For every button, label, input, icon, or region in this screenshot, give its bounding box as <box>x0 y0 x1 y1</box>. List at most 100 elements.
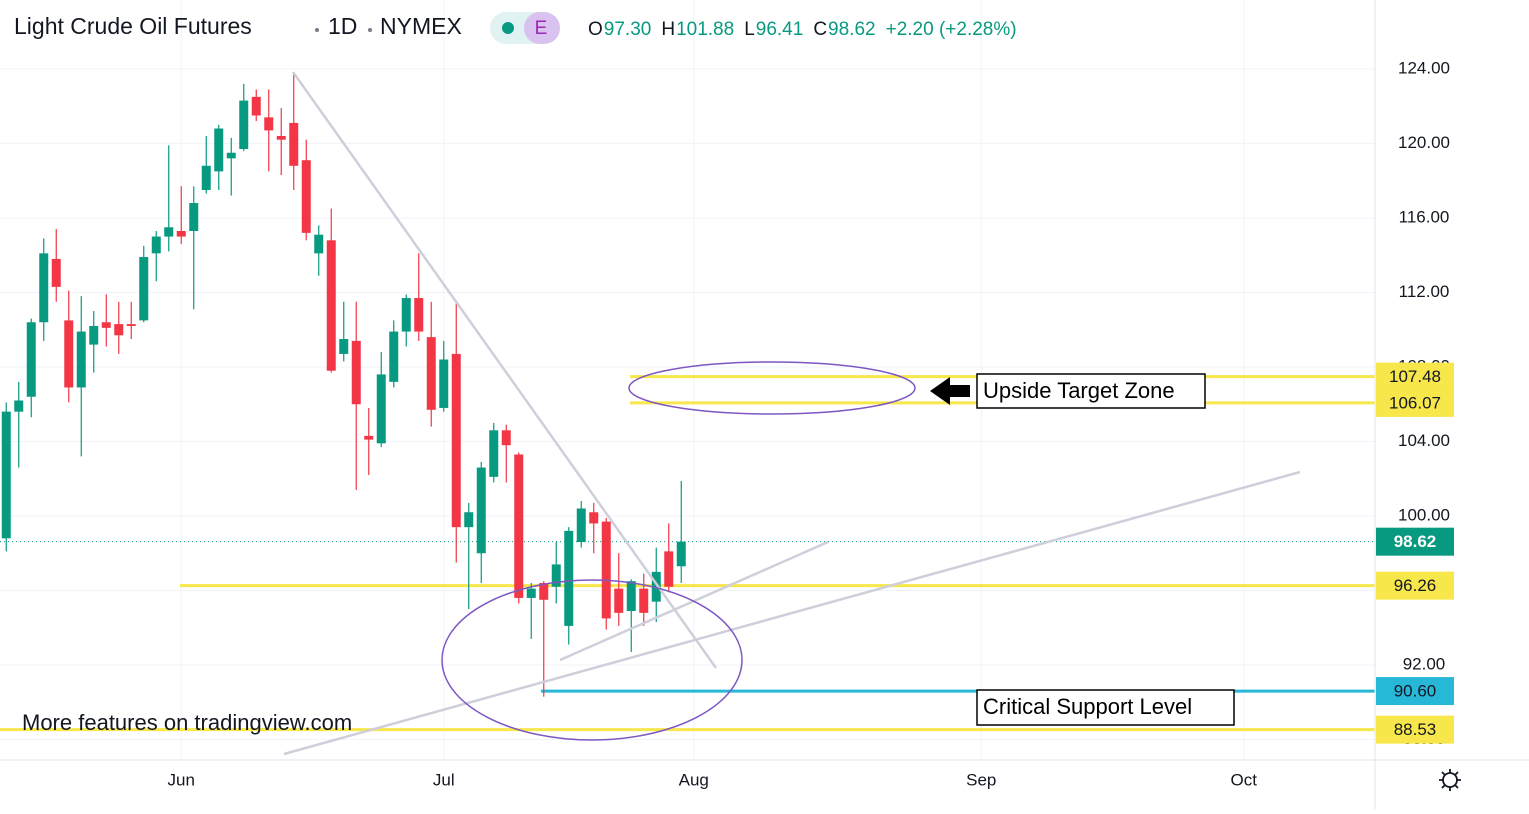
settings-icon[interactable] <box>1439 769 1461 791</box>
x-tick-label: Jun <box>168 770 195 789</box>
candle-body <box>364 435 374 440</box>
candle-body <box>664 551 674 587</box>
candle-body <box>139 257 149 321</box>
candle-body <box>614 588 624 613</box>
trend-line <box>291 71 718 669</box>
x-tick-label: Oct <box>1231 770 1258 789</box>
candle-body <box>201 165 211 190</box>
badge-bg <box>524 12 560 44</box>
candle-body <box>89 325 99 345</box>
candle-body <box>539 583 549 600</box>
candle-body <box>101 322 111 328</box>
exchange: NYMEX <box>380 13 462 39</box>
candle-body <box>14 400 24 412</box>
header: Light Crude Oil Futures 1D NYMEX E O 97.3… <box>14 12 1017 44</box>
ohlc-values: O 97.30 H 101.88 L 96.41 C 98.62 +2.20 (+2.28%) <box>588 19 1017 40</box>
ohlc-key: H <box>661 19 675 40</box>
y-tick-label: 92.00 <box>1403 654 1446 673</box>
candle-body <box>426 337 436 410</box>
y-tick-label: 124.00 <box>1398 58 1450 77</box>
level-label-bg <box>1376 362 1454 391</box>
level-label: 90.60 <box>1394 682 1437 701</box>
candle-body <box>476 467 486 554</box>
candle-body <box>301 160 311 233</box>
price-axis: 88.0092.0096.00100.00104.00108.00112.001… <box>1374 0 1454 809</box>
candle-body <box>439 359 449 408</box>
candle-body <box>1 411 11 539</box>
support-ellipse <box>441 579 743 741</box>
candle-body <box>626 581 636 611</box>
y-tick-label: 112.00 <box>1399 282 1450 301</box>
level-label: 107.48 <box>1389 367 1441 386</box>
candle-body <box>676 541 686 567</box>
ohlc-value: 97.30 <box>604 19 652 40</box>
candle-body <box>264 117 274 131</box>
trend-line <box>283 470 1301 756</box>
market-status-dot <box>502 22 514 34</box>
change: +2.20 (+2.28%) <box>886 19 1017 40</box>
candle-body <box>189 203 199 231</box>
x-tick-label: Sep <box>966 770 996 789</box>
candle-body <box>601 521 611 619</box>
level-label-bg <box>1376 571 1454 600</box>
ohlc-key: C <box>813 19 827 40</box>
level-label: 88.53 <box>1394 720 1437 739</box>
candle-body <box>176 230 186 237</box>
candle-body <box>501 430 511 446</box>
ohlc-value: 96.41 <box>756 19 804 40</box>
candle-body <box>164 227 174 237</box>
separator <box>368 28 372 32</box>
candle-body <box>589 512 599 524</box>
candle-body <box>376 374 386 444</box>
level-label: 106.07 <box>1389 393 1441 412</box>
separator <box>315 28 319 32</box>
chart-title: Light Crude Oil Futures <box>14 13 252 39</box>
candle-body <box>251 96 261 116</box>
candle-body <box>314 234 324 254</box>
candle-body <box>639 588 649 613</box>
candle-body <box>576 508 586 543</box>
level-label-bg <box>1376 677 1454 706</box>
candle-body <box>239 100 249 150</box>
candle-body <box>151 236 161 254</box>
candle-body <box>289 122 299 166</box>
candle-body <box>451 353 461 528</box>
candle-body <box>351 340 361 405</box>
target-ellipse <box>628 361 916 415</box>
candle-body <box>51 258 61 287</box>
candle-body <box>39 253 49 323</box>
y-tick-label: 116.00 <box>1399 207 1450 226</box>
watermark: More features on tradingview.com <box>22 710 352 735</box>
candle-body <box>126 324 136 326</box>
candle-body <box>651 571 661 602</box>
candle-body <box>114 324 124 336</box>
candle-body <box>514 454 524 598</box>
badge: E <box>535 18 548 39</box>
candle-body <box>414 298 424 332</box>
candle-body <box>464 512 474 528</box>
x-tick-label: Jul <box>433 770 455 789</box>
candle-body <box>214 128 224 172</box>
last-price-bg <box>1376 527 1454 556</box>
candle-body <box>401 298 411 332</box>
candle-body <box>76 331 86 388</box>
x-tick-label: Aug <box>679 770 709 789</box>
ohlc-key: L <box>744 19 755 40</box>
candle-body <box>26 322 36 397</box>
annotation: Critical Support Level <box>983 694 1192 719</box>
candle-body <box>339 339 349 354</box>
level-label-bg <box>1376 715 1454 744</box>
candle-body <box>489 430 499 477</box>
candle-body <box>326 240 336 371</box>
gear-teeth <box>1439 769 1461 791</box>
y-tick-label: 104.00 <box>1398 431 1450 450</box>
annotation: Upside Target Zone <box>983 378 1175 403</box>
candle-body <box>551 564 561 587</box>
ohlc-value: 101.88 <box>676 19 734 40</box>
candle-body <box>389 331 399 382</box>
candle-body <box>226 152 236 159</box>
drawings: Upside Target Zone Critical Support Leve… <box>283 71 1301 756</box>
